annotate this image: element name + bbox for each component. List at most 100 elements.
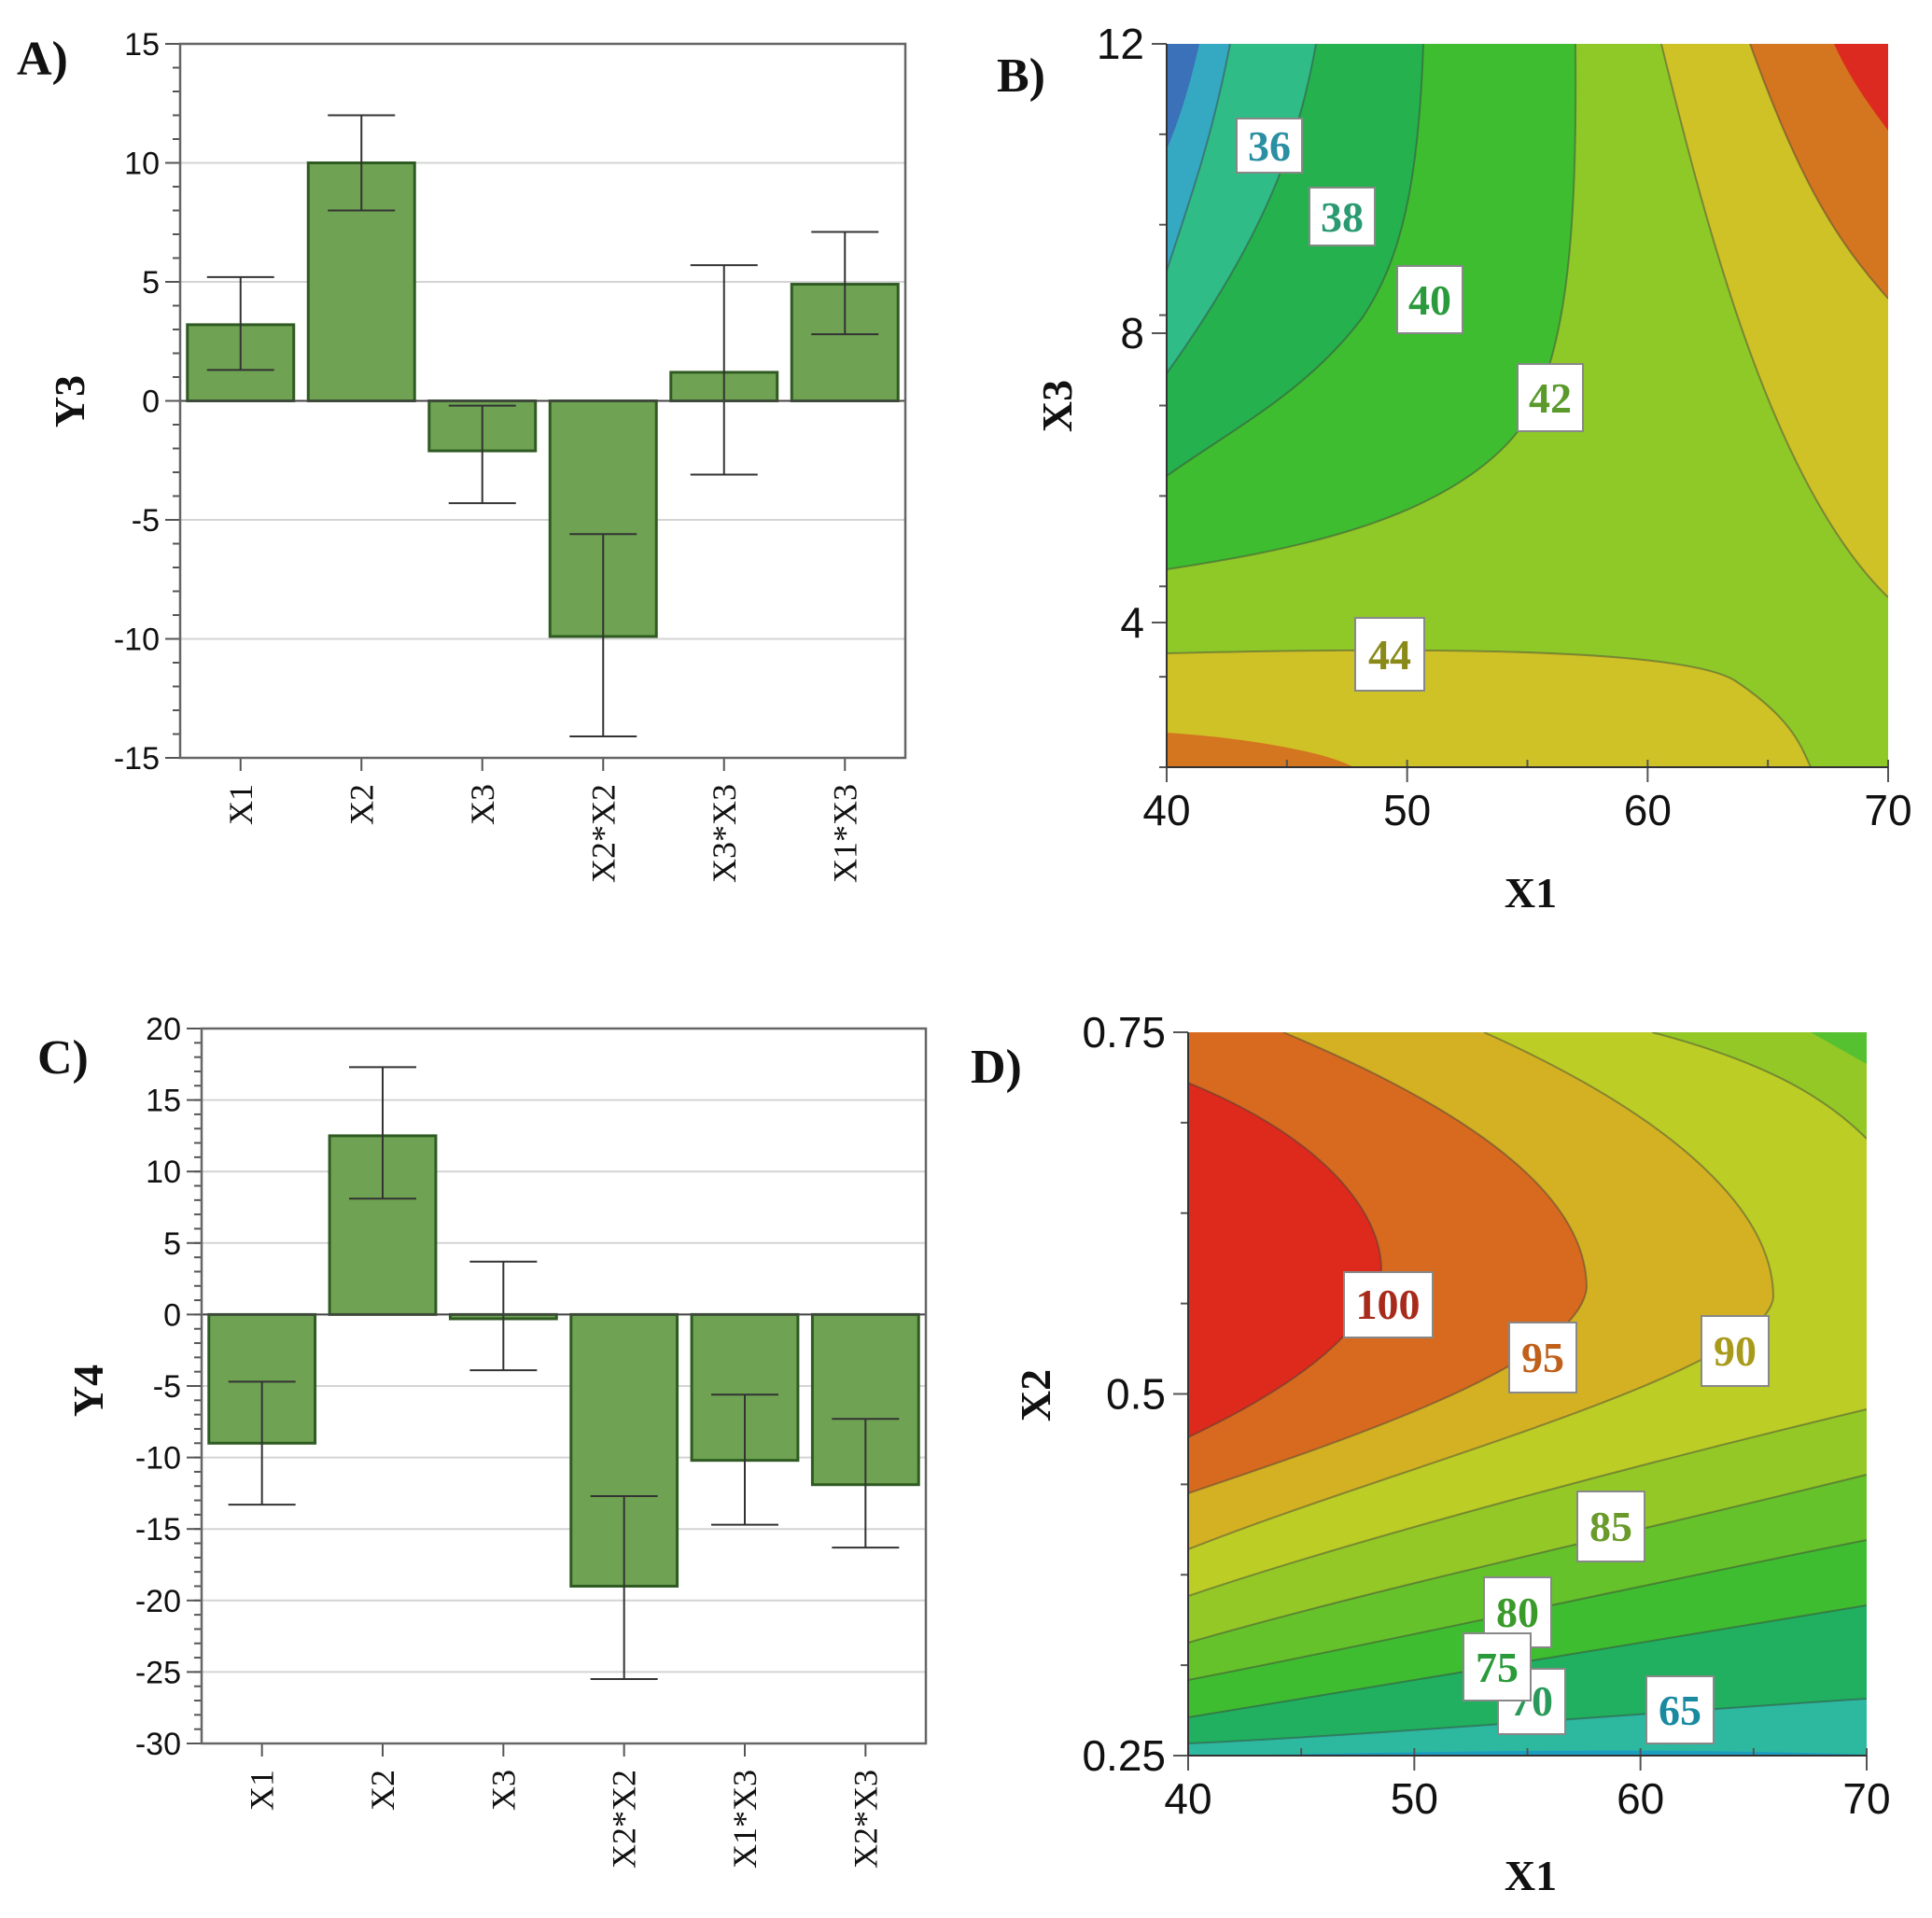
panel-d-xtick-label: 40 <box>1164 1774 1211 1823</box>
contour-region-right-orange <box>1750 44 1888 299</box>
panel-c-category-label: X1 <box>244 1770 281 1811</box>
contour-label-40: 40 <box>1396 265 1463 334</box>
contour-label-36: 36 <box>1236 118 1303 174</box>
panel-a-label: A) <box>17 33 68 86</box>
panel-c-label: C) <box>37 1031 89 1085</box>
panel-d-ytick-label: 0.25 <box>1082 1731 1166 1780</box>
panel-c-ylabel: Y4 <box>64 1365 112 1417</box>
panel-c-category-label: X3 <box>484 1770 522 1811</box>
panel-b-xtick-label: 70 <box>1864 786 1911 834</box>
panel-a-ytick-label: 15 <box>124 27 160 63</box>
panel-d-contour-plot: D) 40 50 60 70 0.75 0.5 0.25 <box>971 1008 1891 1899</box>
panel-a-category-label: X2 <box>343 784 380 825</box>
contour-region-32-34 <box>1167 44 1199 149</box>
panel-b-label: B) <box>997 49 1045 103</box>
panel-d-ylabel: X2 <box>1012 1369 1059 1421</box>
panel-c-category-label: X2*X2 <box>606 1770 643 1869</box>
panel-b-ytick-label: 4 <box>1120 598 1144 647</box>
contour-region-46-48 <box>1167 733 1353 767</box>
panel-b-xtick-label: 40 <box>1142 786 1190 834</box>
panel-d-xtick-label: 70 <box>1842 1774 1890 1823</box>
panel-c-ytick-label: -20 <box>135 1584 181 1619</box>
panel-b-ytick-label: 12 <box>1097 20 1144 68</box>
contour-region-top-right <box>1811 1032 1867 1064</box>
contour-line-top-88 <box>1651 1032 1867 1140</box>
contour-label-85: 85 <box>1576 1491 1645 1562</box>
panel-c-ytick-label: 0 <box>163 1297 181 1333</box>
svg-text:80: 80 <box>1496 1589 1539 1636</box>
svg-text:44: 44 <box>1368 631 1411 679</box>
svg-text:90: 90 <box>1714 1327 1757 1375</box>
panel-a-plot-frame <box>178 42 907 760</box>
panel-a-ytick-label: -15 <box>114 741 160 777</box>
svg-text:85: 85 <box>1589 1503 1632 1550</box>
panel-c-category-label: X1*X3 <box>726 1770 763 1869</box>
panel-a-category-label: X3*X3 <box>706 784 743 883</box>
contour-label-95: 95 <box>1508 1322 1577 1393</box>
contour-line-right-44 <box>1660 44 1888 598</box>
svg-text:75: 75 <box>1476 1644 1519 1691</box>
svg-text:36: 36 <box>1248 122 1291 170</box>
panel-d-label: D) <box>971 1041 1022 1094</box>
contour-region-44-46 <box>1167 650 1811 767</box>
panel-b-xtick-label: 60 <box>1624 786 1672 834</box>
panel-d-ytick-label: 0.5 <box>1106 1370 1166 1419</box>
contour-label-75: 75 <box>1463 1632 1532 1701</box>
panel-c-ytick-label: -5 <box>153 1369 181 1405</box>
contour-line-right-46 <box>1749 44 1888 300</box>
contour-region-105 <box>1188 1083 1381 1437</box>
panel-a-ylabel: Y3 <box>46 375 93 427</box>
panel-b-xlabel: X1 <box>1505 869 1557 917</box>
contour-line-38 <box>1167 44 1317 374</box>
contour-label-65: 65 <box>1645 1675 1715 1744</box>
panel-d-ytick-label: 0.75 <box>1082 1008 1166 1057</box>
panel-c-plot-frame <box>200 1027 928 1745</box>
panel-c-ytick-label: 20 <box>146 1012 181 1047</box>
contour-label-42: 42 <box>1517 363 1584 432</box>
svg-text:100: 100 <box>1356 1281 1421 1328</box>
panel-c-ytick-label: -15 <box>135 1512 181 1547</box>
panel-a-ytick-label: -5 <box>132 503 160 539</box>
panel-b-xtick-label: 50 <box>1383 786 1431 834</box>
panel-b-ytick-label: 8 <box>1120 309 1144 357</box>
panel-d-xtick-label: 50 <box>1391 1774 1438 1823</box>
svg-text:65: 65 <box>1659 1687 1701 1734</box>
svg-text:40: 40 <box>1408 276 1451 324</box>
panel-c-ytick-label: 10 <box>146 1155 181 1190</box>
panel-d-xtick-label: 60 <box>1617 1774 1664 1823</box>
panel-b-contour-plot: B) <box>997 20 1912 917</box>
panel-c-ytick-label: -25 <box>135 1655 181 1690</box>
contour-line-44 <box>1167 649 1812 767</box>
contour-line-100 <box>1188 1082 1383 1438</box>
contour-line-36 <box>1167 44 1231 272</box>
panel-c-ytick-label: 15 <box>146 1084 181 1119</box>
panel-a-category-label: X1*X3 <box>826 784 863 883</box>
panel-c-category-label: X2*X3 <box>847 1770 884 1869</box>
contour-line-90 <box>1188 1032 1775 1550</box>
panel-a-category-label: X1 <box>222 784 259 825</box>
contour-region-right-red <box>1834 44 1888 131</box>
svg-text:42: 42 <box>1529 374 1572 422</box>
panel-c-category-label: X2 <box>364 1770 401 1811</box>
panel-d-xlabel: X1 <box>1505 1852 1557 1899</box>
panel-b-ylabel: X3 <box>1033 380 1081 432</box>
panel-a-ytick-label: 5 <box>142 265 160 301</box>
contour-line-85 <box>1188 1474 1867 1644</box>
contour-line-95 <box>1188 1032 1589 1494</box>
panel-a-category-label: X3 <box>464 784 501 825</box>
contour-line-70 <box>1188 1698 1867 1744</box>
panel-a-bar-chart: A) Y3 15 10 5 0 -5 -10 -15 X1 X2 X3 X2*X2 X3*X3 X1*X… <box>17 27 907 883</box>
panel-c-ytick-label: 5 <box>163 1226 181 1262</box>
contour-label-38: 38 <box>1309 187 1376 246</box>
panel-a-ytick-label: 10 <box>124 147 160 182</box>
svg-text:95: 95 <box>1521 1334 1564 1381</box>
contour-line-42 <box>1167 44 1577 570</box>
contour-label-90: 90 <box>1701 1315 1770 1387</box>
contour-line-88 <box>1188 1408 1867 1597</box>
panel-c-ytick-label: -10 <box>135 1441 181 1477</box>
svg-text:38: 38 <box>1321 193 1364 241</box>
panel-a-ytick-label: 0 <box>142 385 160 420</box>
contour-label-100: 100 <box>1343 1271 1434 1338</box>
contour-label-44: 44 <box>1354 617 1425 692</box>
